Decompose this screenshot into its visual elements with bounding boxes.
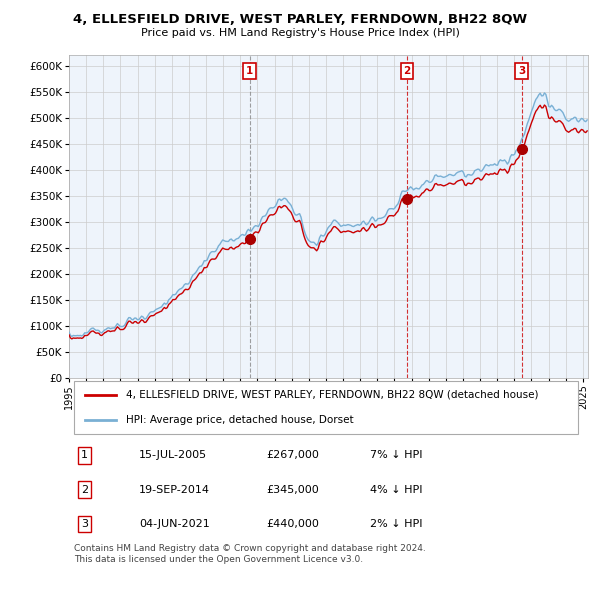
Text: 2: 2 (81, 484, 88, 494)
Text: 3: 3 (518, 66, 525, 76)
Text: 2% ↓ HPI: 2% ↓ HPI (370, 519, 422, 529)
Text: 2: 2 (403, 66, 410, 76)
Text: 15-JUL-2005: 15-JUL-2005 (139, 450, 207, 460)
Text: £267,000: £267,000 (266, 450, 319, 460)
Text: 1: 1 (81, 450, 88, 460)
Text: 4, ELLESFIELD DRIVE, WEST PARLEY, FERNDOWN, BH22 8QW (detached house): 4, ELLESFIELD DRIVE, WEST PARLEY, FERNDO… (126, 389, 539, 399)
Text: 4, ELLESFIELD DRIVE, WEST PARLEY, FERNDOWN, BH22 8QW: 4, ELLESFIELD DRIVE, WEST PARLEY, FERNDO… (73, 13, 527, 26)
Text: HPI: Average price, detached house, Dorset: HPI: Average price, detached house, Dors… (126, 415, 354, 425)
Text: £345,000: £345,000 (266, 484, 319, 494)
Text: Price paid vs. HM Land Registry's House Price Index (HPI): Price paid vs. HM Land Registry's House … (140, 28, 460, 38)
Text: 3: 3 (81, 519, 88, 529)
Text: 1: 1 (246, 66, 253, 76)
Text: Contains HM Land Registry data © Crown copyright and database right 2024.
This d: Contains HM Land Registry data © Crown c… (74, 544, 426, 563)
FancyBboxPatch shape (74, 381, 578, 434)
Text: 4% ↓ HPI: 4% ↓ HPI (370, 484, 422, 494)
Text: 04-JUN-2021: 04-JUN-2021 (139, 519, 210, 529)
Text: 7% ↓ HPI: 7% ↓ HPI (370, 450, 422, 460)
Text: £440,000: £440,000 (266, 519, 319, 529)
Text: 19-SEP-2014: 19-SEP-2014 (139, 484, 210, 494)
